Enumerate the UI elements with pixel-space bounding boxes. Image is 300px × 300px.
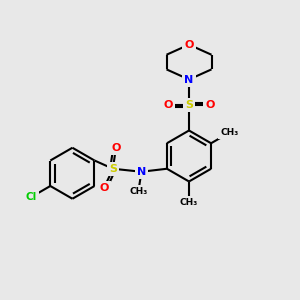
- Text: CH₃: CH₃: [180, 198, 198, 207]
- Text: S: S: [109, 164, 117, 174]
- Text: N: N: [184, 74, 194, 85]
- Text: N: N: [137, 167, 146, 177]
- Text: O: O: [184, 40, 194, 50]
- Text: S: S: [185, 100, 193, 110]
- Text: Cl: Cl: [25, 192, 37, 202]
- Text: O: O: [111, 143, 121, 153]
- Text: CH₃: CH₃: [220, 128, 238, 137]
- Text: O: O: [99, 183, 109, 193]
- Text: O: O: [163, 100, 173, 110]
- Text: O: O: [205, 100, 215, 110]
- Text: CH₃: CH₃: [129, 187, 148, 196]
